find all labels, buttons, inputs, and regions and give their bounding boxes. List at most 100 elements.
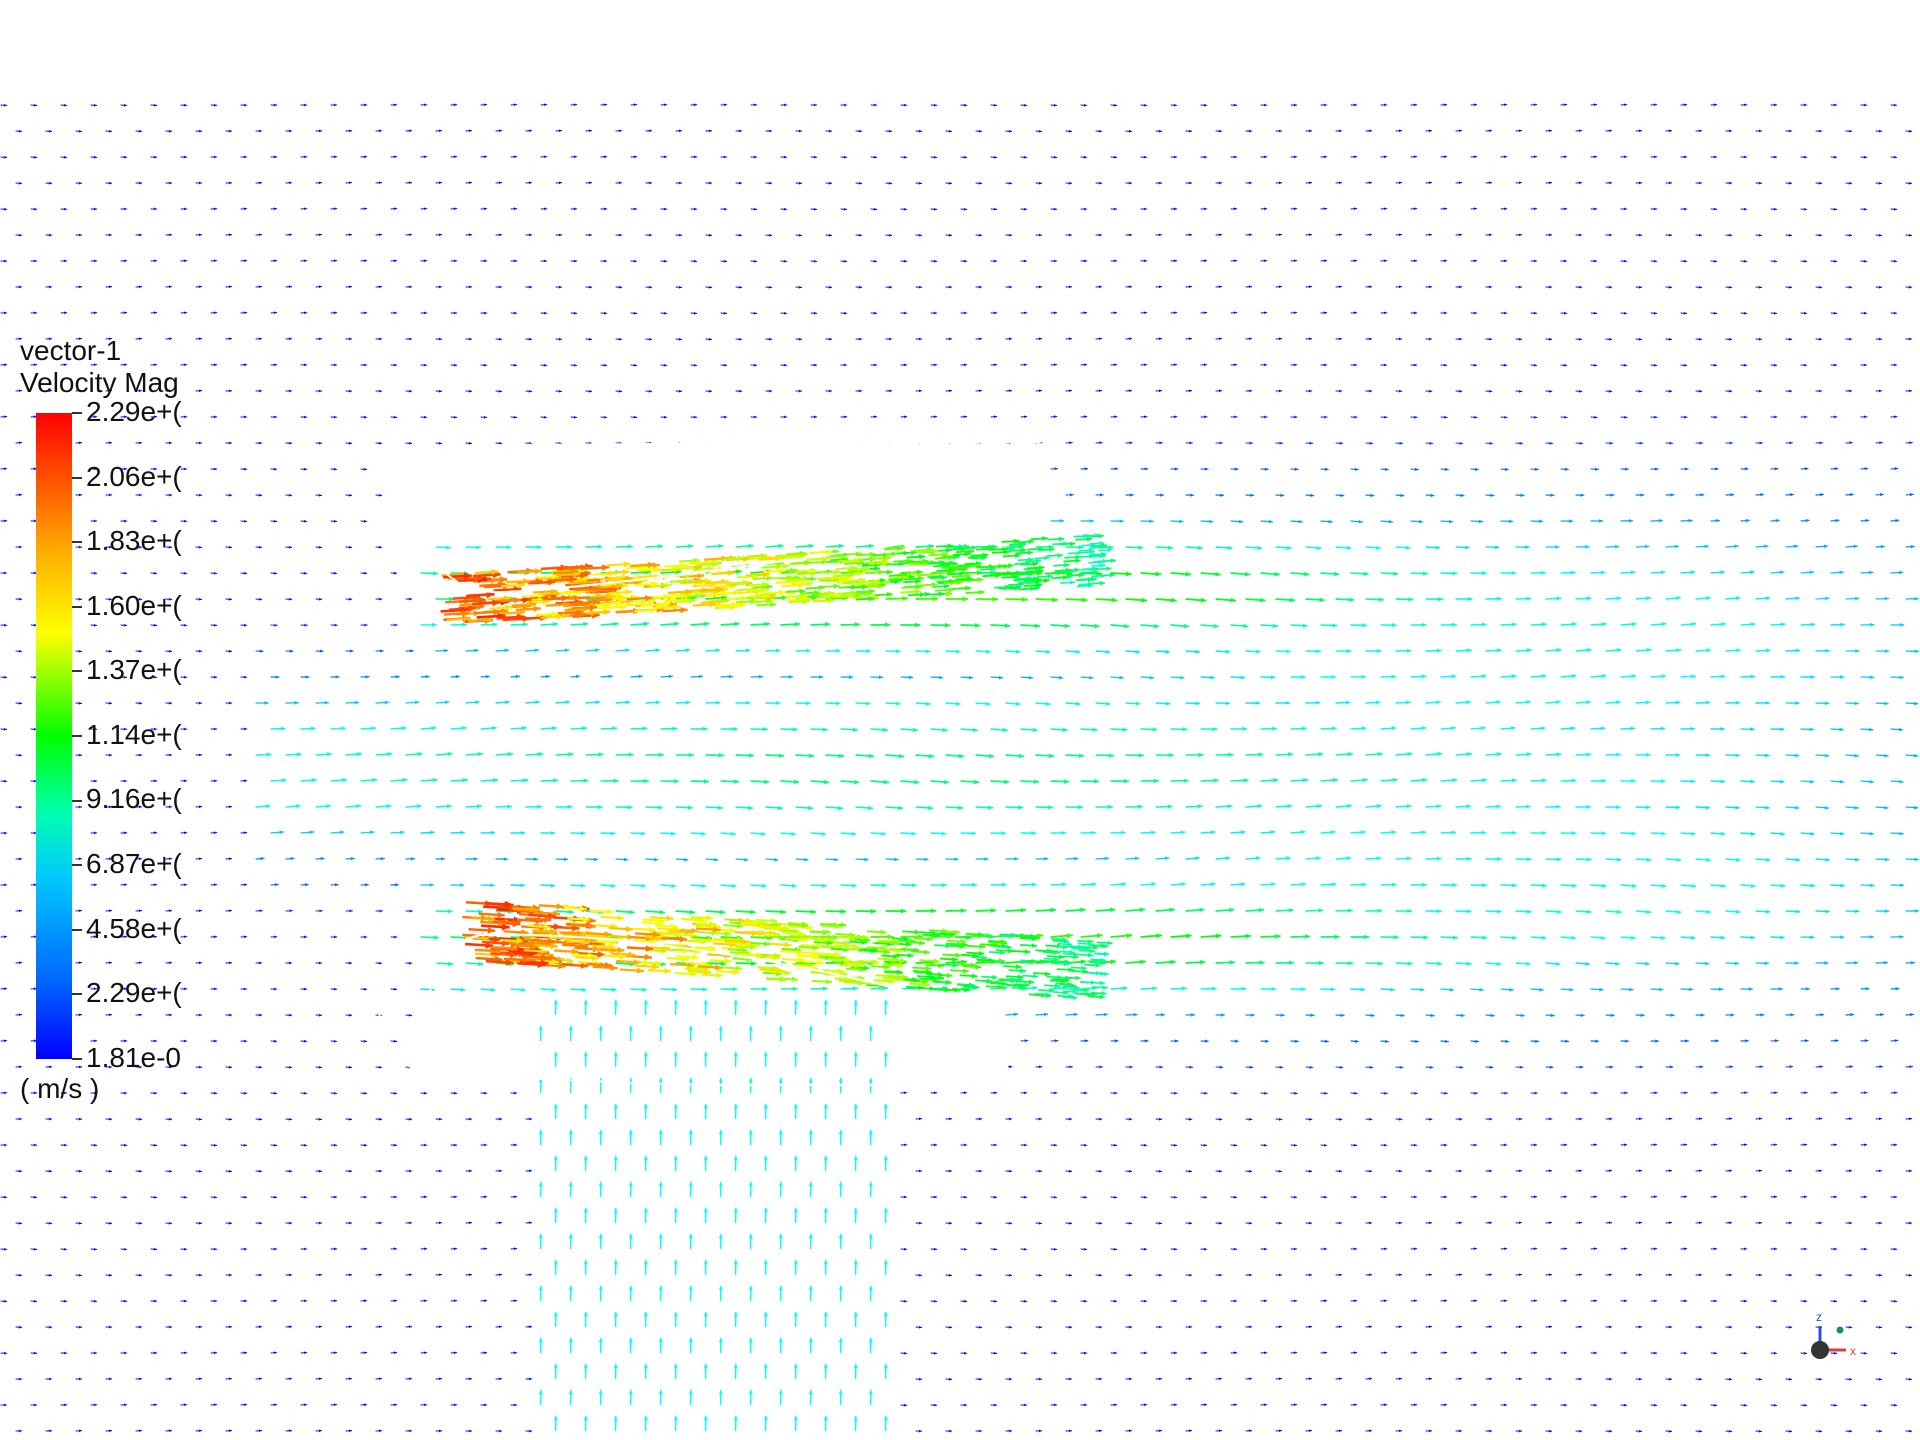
velocity-vector: [1306, 181, 1313, 184]
velocity-vector: [736, 544, 754, 548]
velocity-vector: [1366, 804, 1382, 808]
velocity-vector: [901, 1300, 907, 1303]
velocity-vector: [811, 675, 824, 679]
velocity-vector: [1906, 1117, 1913, 1120]
velocity-vector: [1876, 130, 1883, 133]
velocity-vector: [554, 948, 579, 954]
velocity-vector: [121, 520, 128, 523]
velocity-vector: [1771, 364, 1778, 367]
velocity-vector: [1861, 728, 1874, 732]
velocity-vector: [1186, 546, 1203, 550]
velocity-vector: [1051, 933, 1073, 938]
velocity-vector: [1621, 1404, 1628, 1407]
velocity-vector: [676, 182, 683, 185]
velocity-vector: [61, 260, 68, 263]
velocity-vector: [316, 1377, 322, 1380]
velocity-vector: [1096, 337, 1102, 340]
velocity-vector: [1141, 676, 1155, 680]
velocity-vector: [16, 806, 23, 809]
velocity-vector: [1201, 1248, 1208, 1251]
velocity-vector: [1291, 1144, 1297, 1147]
velocity-vector: [1066, 1326, 1073, 1329]
velocity-vector: [1006, 1170, 1013, 1173]
velocity-vector: [286, 1274, 293, 1277]
velocity-vector: [1336, 1273, 1343, 1276]
velocity-vector: [76, 285, 83, 288]
velocity-vector: [391, 1351, 397, 1354]
velocity-vector: [1861, 1196, 1868, 1199]
velocity-vector: [1666, 493, 1675, 496]
velocity-vector: [1561, 1040, 1569, 1043]
axes-triad[interactable]: z x: [1796, 1306, 1866, 1362]
velocity-vector: [1501, 416, 1508, 419]
velocity-vector: [1546, 1169, 1553, 1172]
velocity-vector: [1876, 493, 1884, 496]
velocity-vector: [734, 1000, 738, 1015]
velocity-vector: [1666, 701, 1681, 705]
velocity-vector: [961, 831, 976, 835]
velocity-vector: [1, 519, 8, 522]
velocity-vector: [1291, 830, 1306, 834]
velocity-vector: [1486, 494, 1495, 497]
velocity-vector: [1471, 155, 1477, 158]
velocity-vector: [631, 312, 637, 315]
velocity-vector: [421, 364, 428, 367]
velocity-vector: [1426, 649, 1442, 653]
velocity-vector: [854, 1208, 858, 1223]
velocity-vector: [1, 676, 7, 679]
velocity-vector: [794, 1156, 798, 1171]
velocity-vector: [466, 1377, 473, 1380]
velocity-vector: [599, 1234, 603, 1249]
velocity-vector: [451, 207, 457, 210]
velocity-vector: [1351, 104, 1358, 107]
velocity-vector: [1171, 727, 1188, 731]
velocity-vector: [1576, 129, 1582, 132]
velocity-vector: [1801, 1143, 1807, 1146]
velocity-vector: [980, 570, 996, 575]
velocity-vector: [1906, 1065, 1913, 1068]
velocity-vector: [1441, 155, 1447, 158]
velocity-vector: [1681, 519, 1693, 523]
velocity-vector: [1201, 934, 1222, 939]
velocity-vector: [61, 104, 67, 107]
velocity-vector: [196, 1066, 203, 1069]
velocity-vector: [1786, 858, 1801, 862]
velocity-vector: [961, 1404, 968, 1407]
velocity-vector: [1696, 1273, 1703, 1276]
velocity-vector: [271, 675, 280, 678]
velocity-vector: [391, 1040, 397, 1043]
velocity-vector: [1201, 624, 1219, 628]
velocity-vector: [1441, 571, 1458, 575]
velocity-vector: [631, 416, 637, 419]
velocity-vector: [1003, 964, 1021, 969]
velocity-vector: [1306, 1325, 1312, 1328]
velocity-vector: [856, 130, 863, 133]
velocity-vector: [1036, 1429, 1043, 1432]
velocity-vector: [571, 778, 589, 782]
velocity-vector: [1516, 597, 1532, 601]
velocity-vector: [1186, 1170, 1192, 1173]
velocity-vector: [1831, 312, 1837, 315]
velocity-vector: [1186, 908, 1205, 913]
velocity-vector: [1411, 155, 1417, 158]
velocity-vector: [1081, 831, 1096, 835]
velocity-vector: [1456, 1325, 1462, 1328]
velocity-vector: [1741, 519, 1750, 523]
velocity-vector: [361, 1092, 367, 1095]
velocity-vector: [1906, 1430, 1913, 1433]
velocity-vector: [391, 988, 397, 991]
velocity-vector: [644, 1000, 648, 1015]
velocity-vector: [1771, 570, 1785, 574]
velocity-vector: [1186, 182, 1193, 185]
velocity-vector: [766, 130, 773, 133]
velocity-vector: [931, 104, 938, 107]
legend-quantity: Velocity Mag: [20, 368, 192, 398]
velocity-vector: [286, 1222, 293, 1225]
velocity-vector: [1696, 648, 1711, 652]
velocity-vector: [346, 233, 352, 236]
velocity-vector: [586, 545, 603, 549]
velocity-vector: [854, 1364, 858, 1379]
velocity-vector: [1111, 415, 1118, 418]
velocity-vector: [316, 909, 323, 912]
